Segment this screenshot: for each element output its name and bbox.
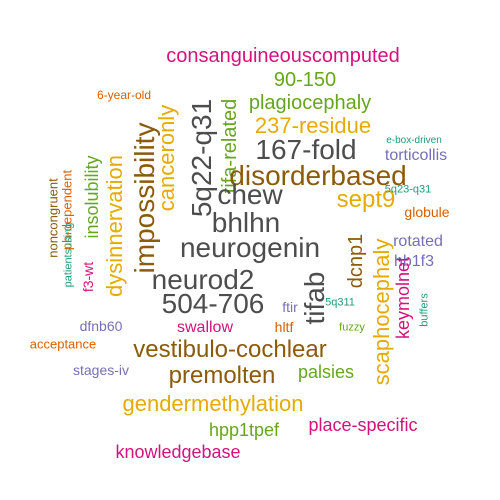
word-38: hltf (274, 319, 294, 335)
word-39: fuzzy (339, 321, 365, 334)
word-12: disorderbased (229, 160, 407, 191)
word-34: 5q311 (325, 296, 355, 309)
word-48: knowledgebase (115, 442, 241, 462)
word-10: e-box-driven (386, 135, 442, 146)
word-14: insolubility (82, 155, 102, 239)
word-31: 504-706 (161, 288, 265, 319)
word-18: sept9 (336, 186, 396, 213)
word-35: buffers (418, 293, 431, 327)
word-8: impossibility (129, 122, 160, 274)
word-1: 90-150 (273, 69, 337, 91)
word-0: consanguineouscomputed (166, 45, 400, 67)
word-41: vestibulo-cochlear (133, 336, 327, 363)
word-44: palsies (297, 362, 355, 382)
word-4: 5q22-q31 (186, 98, 217, 218)
word-25: rotated (393, 233, 443, 250)
word-19: 5q23-q31 (384, 183, 432, 196)
word-20: globule (404, 204, 450, 220)
word-3: plagiocephaly (248, 92, 372, 114)
word-24: dcnp1 (345, 233, 367, 289)
word-21: bhlhn (211, 207, 281, 238)
word-15: dysinnervation (102, 155, 127, 297)
word-9: 167-fold (255, 134, 357, 165)
word-22: patientsusing (62, 222, 75, 288)
word-47: place-specific (308, 415, 418, 435)
word-17: noncongruent (45, 178, 61, 258)
word-13: chew (217, 179, 283, 210)
word-36: dfnb60 (79, 318, 123, 334)
word-23: neurogenin (179, 232, 321, 263)
word-6: 237-residue (254, 113, 372, 138)
word-11: torticollis (384, 147, 448, 164)
word-2: 6-year-old (96, 88, 152, 102)
word-29: scaphocephaly (369, 238, 394, 386)
word-43: premolten (168, 362, 276, 389)
word-42: stages-iv (72, 362, 130, 378)
word-27: f3-wt (80, 261, 96, 293)
word-37: swallow (176, 319, 234, 336)
word-28: neurod2 (151, 264, 255, 295)
word-46: hpp1tpef (208, 420, 280, 440)
word-45: gendermethylation (122, 391, 304, 416)
word-33: ftir (282, 299, 298, 315)
word-26: hb1f3 (393, 253, 435, 270)
word-30: keymolnet (393, 256, 413, 340)
word-40: acceptance (29, 336, 97, 352)
